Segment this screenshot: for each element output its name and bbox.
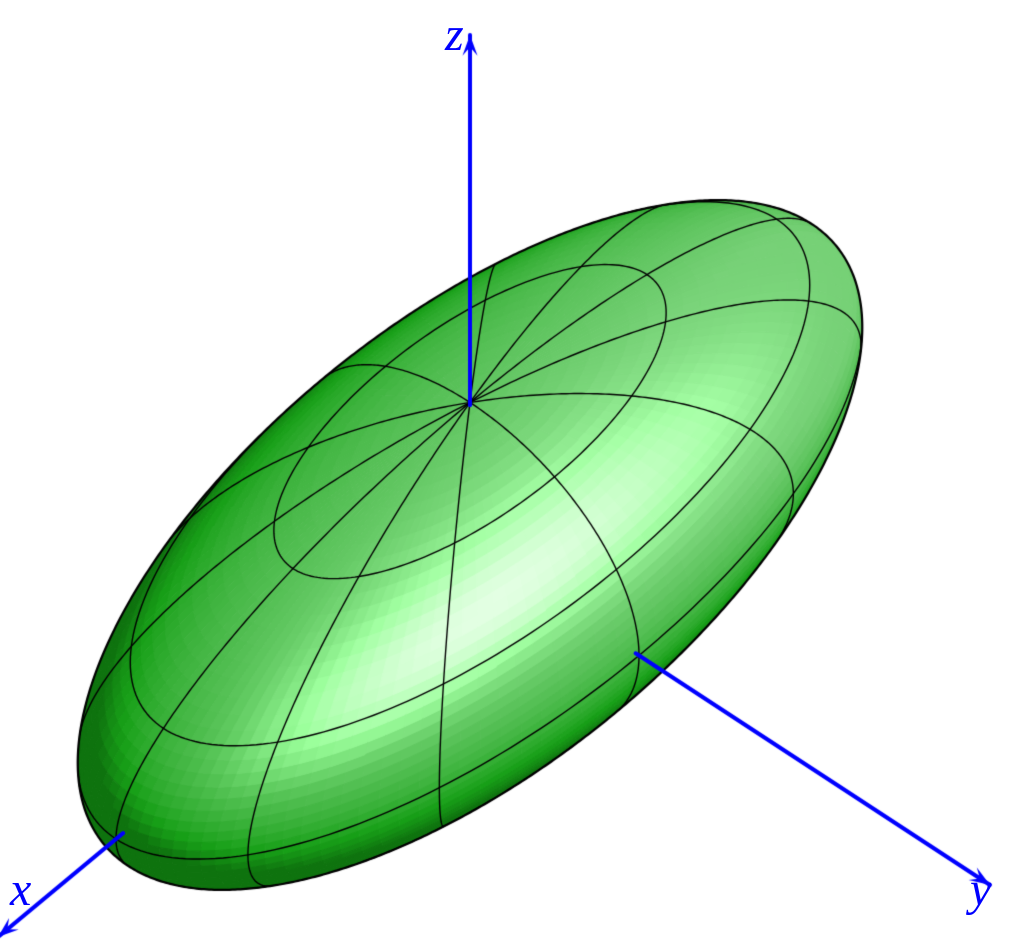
y-axis-label: y — [970, 862, 991, 917]
figure-container: z x y — [0, 0, 1024, 950]
x-axis-label: x — [10, 862, 31, 917]
ellipsoid-3d-canvas — [0, 0, 1024, 950]
z-axis-label: z — [445, 7, 464, 62]
